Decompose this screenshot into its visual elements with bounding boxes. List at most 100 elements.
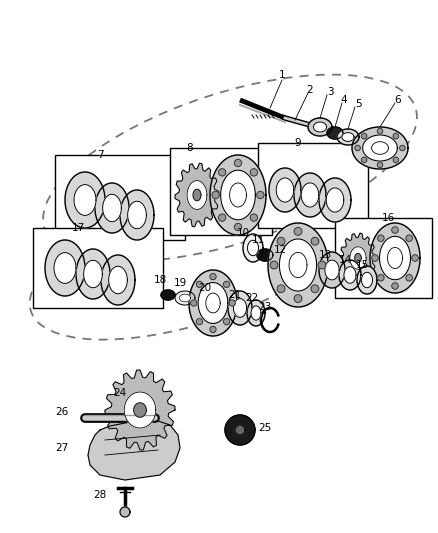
Circle shape (210, 273, 216, 280)
Text: 10: 10 (237, 228, 250, 238)
Polygon shape (175, 291, 195, 305)
Circle shape (212, 191, 219, 199)
Circle shape (393, 133, 399, 139)
Circle shape (377, 162, 383, 167)
Polygon shape (76, 249, 110, 299)
Text: 22: 22 (245, 293, 258, 303)
Polygon shape (337, 129, 359, 145)
Polygon shape (251, 306, 261, 320)
Polygon shape (340, 233, 376, 283)
Polygon shape (45, 240, 85, 296)
Text: 26: 26 (55, 407, 69, 417)
Text: 1: 1 (279, 70, 285, 80)
Polygon shape (109, 266, 127, 294)
Polygon shape (180, 294, 191, 302)
Polygon shape (388, 247, 403, 269)
Text: 24: 24 (113, 388, 127, 398)
Circle shape (210, 326, 216, 333)
Polygon shape (276, 178, 294, 202)
Text: 19: 19 (173, 278, 187, 288)
Text: 15: 15 (355, 260, 369, 270)
Circle shape (277, 237, 285, 245)
Polygon shape (233, 298, 247, 317)
Circle shape (361, 157, 367, 163)
Text: 27: 27 (55, 443, 69, 453)
Polygon shape (326, 188, 344, 212)
Polygon shape (187, 181, 207, 209)
Circle shape (223, 281, 230, 287)
Circle shape (311, 285, 319, 293)
Text: 17: 17 (71, 223, 85, 233)
Text: 16: 16 (381, 213, 395, 223)
Bar (170, 148, 272, 235)
Circle shape (311, 237, 319, 245)
Polygon shape (198, 282, 228, 324)
Polygon shape (339, 260, 361, 290)
Circle shape (270, 261, 278, 269)
Polygon shape (189, 270, 237, 336)
Bar (335, 218, 432, 298)
Circle shape (378, 235, 384, 241)
Text: 21: 21 (228, 290, 242, 300)
Circle shape (361, 133, 367, 139)
Polygon shape (134, 403, 146, 417)
Polygon shape (210, 155, 266, 235)
Polygon shape (355, 254, 361, 262)
Polygon shape (127, 201, 146, 229)
Circle shape (406, 274, 413, 281)
Polygon shape (247, 300, 265, 326)
Polygon shape (225, 415, 255, 445)
Text: 11: 11 (251, 235, 265, 245)
Text: 12: 12 (273, 245, 286, 255)
Polygon shape (342, 133, 354, 141)
Polygon shape (319, 178, 351, 222)
Text: 7: 7 (97, 150, 103, 160)
Polygon shape (124, 392, 156, 428)
Polygon shape (175, 163, 219, 227)
Text: 2: 2 (307, 85, 313, 95)
Polygon shape (120, 507, 130, 517)
Polygon shape (294, 173, 326, 217)
Circle shape (355, 146, 360, 151)
Text: 13: 13 (318, 250, 332, 260)
Circle shape (392, 282, 398, 289)
Bar (55, 155, 185, 240)
Polygon shape (84, 260, 102, 288)
Circle shape (234, 223, 242, 231)
Polygon shape (247, 240, 258, 256)
Text: 25: 25 (258, 423, 272, 433)
Text: 4: 4 (341, 95, 347, 105)
Polygon shape (325, 260, 339, 280)
Polygon shape (319, 252, 345, 288)
Text: 3: 3 (327, 87, 333, 97)
Polygon shape (88, 420, 180, 480)
Polygon shape (65, 172, 105, 228)
Polygon shape (235, 425, 245, 435)
Polygon shape (54, 253, 76, 284)
Polygon shape (257, 249, 273, 261)
Circle shape (250, 214, 258, 221)
Circle shape (294, 295, 302, 303)
Polygon shape (243, 234, 263, 262)
Circle shape (318, 261, 326, 269)
Text: 5: 5 (355, 99, 361, 109)
Circle shape (393, 157, 399, 163)
Polygon shape (269, 168, 301, 212)
Circle shape (250, 169, 258, 176)
Circle shape (372, 255, 378, 261)
Circle shape (219, 169, 226, 176)
Circle shape (294, 228, 302, 235)
Text: 6: 6 (395, 95, 401, 105)
Polygon shape (268, 223, 328, 307)
Polygon shape (352, 127, 408, 169)
Polygon shape (327, 127, 343, 139)
Polygon shape (102, 194, 121, 222)
Circle shape (191, 300, 197, 306)
Circle shape (412, 255, 418, 261)
Circle shape (223, 319, 230, 325)
Text: 23: 23 (258, 302, 272, 312)
Polygon shape (74, 184, 96, 215)
Circle shape (377, 128, 383, 134)
Circle shape (229, 300, 235, 306)
Bar (258, 143, 368, 228)
